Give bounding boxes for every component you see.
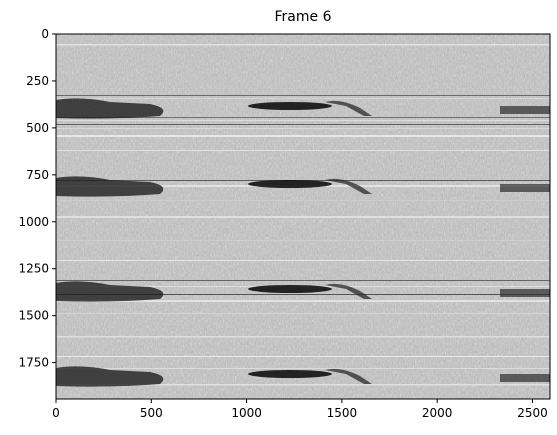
dark-region xyxy=(56,366,164,387)
image-streak xyxy=(56,98,550,99)
dark-region xyxy=(325,368,372,384)
dark-region xyxy=(56,281,164,302)
image-streak xyxy=(56,44,550,46)
dark-region xyxy=(325,283,372,299)
image-streak xyxy=(56,135,550,137)
x-tick-label: 500 xyxy=(140,406,163,420)
y-tick-label: 1750 xyxy=(18,356,49,370)
image-streak xyxy=(56,368,550,369)
image-streak xyxy=(56,384,550,386)
image-streak xyxy=(56,313,550,314)
frame-image xyxy=(56,34,550,399)
image-streak xyxy=(56,356,550,357)
x-axis: 0 500 1000 1500 2000 2500 xyxy=(52,399,548,420)
image-streak xyxy=(56,240,550,241)
image-streak xyxy=(56,260,550,261)
y-tick-label: 1250 xyxy=(18,262,49,276)
image-streak xyxy=(56,280,550,281)
y-axis: 0 250 500 750 1000 1250 1500 1750 xyxy=(18,27,56,370)
y-tick-label: 1500 xyxy=(18,309,49,323)
image-streak xyxy=(56,150,550,151)
dark-region xyxy=(500,106,550,114)
y-tick-label: 0 xyxy=(41,27,49,41)
x-tick-label: 2500 xyxy=(517,406,548,420)
dark-region xyxy=(248,102,332,110)
image-streak xyxy=(56,124,550,125)
image-streak xyxy=(56,336,550,338)
y-tick-label: 1000 xyxy=(18,215,49,229)
dark-region xyxy=(248,370,332,378)
image-streak xyxy=(56,300,550,302)
dark-region xyxy=(248,285,332,293)
dark-region xyxy=(325,100,372,116)
dark-region xyxy=(325,178,372,194)
dark-region xyxy=(500,184,550,192)
plot-frame xyxy=(55,33,551,400)
x-tick-label: 1500 xyxy=(327,406,358,420)
image-streak xyxy=(56,200,550,201)
y-tick-label: 500 xyxy=(26,121,49,135)
dark-region xyxy=(500,374,550,382)
x-tick-label: 2000 xyxy=(422,406,453,420)
dark-region xyxy=(56,98,164,119)
image-streak xyxy=(56,95,550,96)
image-streak xyxy=(56,128,550,129)
image-streak xyxy=(56,294,550,295)
x-tick-label: 0 xyxy=(52,406,60,420)
dark-region xyxy=(500,289,550,297)
y-tick-label: 250 xyxy=(26,74,49,88)
image-streak xyxy=(56,117,550,118)
image-streak xyxy=(56,120,550,121)
x-tick-label: 1000 xyxy=(231,406,262,420)
dark-region xyxy=(248,180,332,188)
image-streak xyxy=(56,216,550,218)
dark-region xyxy=(56,176,164,197)
figure-title: Frame 6 xyxy=(274,9,332,25)
y-tick-label: 750 xyxy=(26,168,49,182)
